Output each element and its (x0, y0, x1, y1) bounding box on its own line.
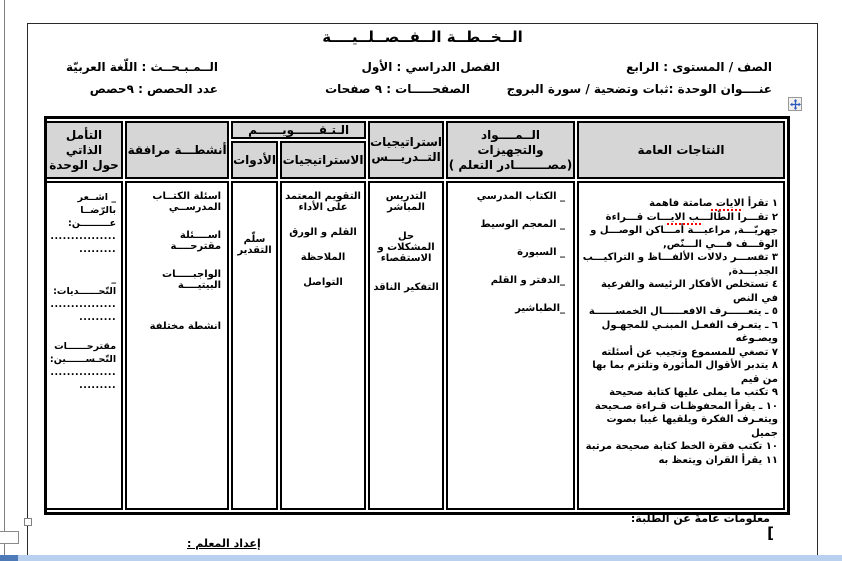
semester-plan-table: النتاجات العامة ١ تقرأ الايات صامتة فاهم… (44, 116, 790, 515)
cell-evaluation-tools: سلّم التقدير (231, 181, 278, 510)
outcome-line: ١٠ ـ يقرأ المحفوظـات قـراءة صـحيحة ويتعـ… (594, 400, 778, 439)
column-teaching-strategies: استراتيجيات التــدريـــس التدريس المباشر… (368, 121, 444, 510)
header-activities: أنشطـــة مرافقة (125, 121, 230, 179)
outcome-line: ٨ يتدبر الأقوال المأثورة وتلتزم بما بها … (592, 360, 778, 385)
field-lessons-count: عدد الحصص : ٩حصص (89, 82, 218, 96)
spellcheck-squiggle (667, 223, 703, 225)
reflection-line: عـــــــــن: (68, 218, 117, 229)
text-boundary-left (27, 23, 28, 556)
activity-item: الواجبـــــات البيتيــــة (162, 269, 222, 291)
outcome-line: ٩ تكتب ما يملى عليها كتابة صحيحة (609, 387, 778, 398)
bottom-scrollbar-strip[interactable] (0, 555, 842, 561)
header-self-reflection: التأمل الذاتي حول الوحدة (44, 121, 124, 179)
header-evaluation: الـتـقــــــويــــــم (231, 121, 367, 139)
outcome-line: ١٠ تكتب فقرة الخط كتابة صحيحة مرتبة (585, 441, 778, 452)
outcome-line: ٤ تستخلص الأفكار الرئيسة والفرعية في الن… (600, 279, 778, 304)
outcome-line: ٢ تقـــرا الطّالـــب الايـــات قـــراءة … (590, 211, 778, 250)
spellcheck-squiggle (711, 209, 741, 211)
cell-activities: اسئلة الكتــاب المدرســي اســــئلة مقترح… (125, 181, 230, 510)
reflection-dotted-line: ................ (50, 367, 117, 378)
cell-evaluation-strategies: التقويم المعتمد على الأداء القلم و الورق… (279, 181, 367, 510)
table-move-handle[interactable] (788, 97, 802, 111)
move-arrows-icon (789, 95, 801, 114)
outcome-line: ٦ ـ يتعـرف الفعـل المبنـي للمجهـول ويصـو… (601, 319, 778, 345)
scrollbar-corner-box (0, 531, 19, 544)
reflection-dotted-line: ......... (79, 244, 117, 255)
header-teaching-strategies: استراتيجيات التــدريـــس (368, 121, 444, 179)
table-resize-handle[interactable] (24, 518, 32, 526)
page-left-edge-line (4, 0, 5, 556)
evaluation-strategy-item: القلم و الورق (289, 227, 357, 238)
field-semester: الفصل الدراسي : الأول (361, 60, 500, 74)
subcolumn-evaluation-strategies: الاستراتيجيات التقويم المعتمد على الأداء… (279, 141, 367, 510)
text-boundary-right (817, 23, 818, 556)
material-item: _الطباشير (515, 303, 565, 314)
material-item: _الدفتر و القلم (490, 275, 565, 286)
field-unit-title: عنــــوان الوحدة :ثبات وتضحية / سورة الب… (506, 82, 772, 96)
material-item: _ الكتاب المدرسي (476, 191, 565, 202)
bottom-scrollbar-button[interactable] (0, 555, 18, 561)
field-grade-level: الصف / المستوى : الرابع (626, 60, 772, 74)
subcolumn-evaluation-tools: الأدوات سلّم التقدير (231, 141, 278, 510)
column-self-reflection: التأمل الذاتي حول الوحدة _ اشــعر بالرّض… (44, 121, 124, 510)
reflection-dotted-line: ................ (50, 299, 117, 310)
field-pages-count: الصفحـــــات : ٩ صفحات (325, 82, 470, 96)
activity-item: اسئلة الكتــاب المدرســي (152, 191, 222, 213)
field-subject: الــمـبـحــث : اللّغة العربيّة (66, 60, 218, 74)
reflection-line: مقترحــــــات (54, 341, 117, 352)
text-boundary-top (27, 23, 818, 24)
evaluation-strategy-item: التقويم المعتمد على الأداء (285, 191, 361, 213)
header-materials: الــمــــواد والتجهيزات (مصــــــــادر ا… (446, 121, 575, 179)
activity-item: انشطة مختلفة (149, 321, 222, 332)
reflection-line: التّحـســــــين: (49, 354, 117, 365)
cell-general-outcomes: ١ تقرأ الايات صامتة فاهمة ٢ تقـــرا الطّ… (577, 181, 785, 510)
document-title: الــخــطــة الــفــصــلــيــــة (322, 28, 523, 46)
reflection-dotted-line: ................ (50, 231, 117, 242)
reflection-line: _ التّحــــــديات: (53, 273, 117, 297)
evaluation-strategy-item: التواصل (303, 277, 343, 288)
column-evaluation: الـتـقــــــويــــــم الاستراتيجيات التق… (231, 121, 367, 510)
outcome-line: ٥ ـ يتعــــــرف الافعــــــال الخمســـــ… (588, 306, 778, 317)
outcome-line: ٧ تصغي للمسموع وتجيب عن أسئلته (601, 346, 778, 358)
outcome-line: ٣ تفســـر دلالات الألفـــاظ و التراكيـــ… (582, 252, 778, 277)
teaching-strategy-item: حل المشكلات و الاستقصاء (377, 231, 435, 264)
teacher-preparation-label: إعداد المعلم : (187, 537, 261, 550)
column-general-outcomes: النتاجات العامة ١ تقرأ الايات صامتة فاهم… (577, 121, 785, 510)
material-item: _ المعجم الوسيط (480, 219, 565, 230)
activity-item: اســــئلة مقترحــــة (170, 230, 222, 252)
reflection-line: _ اشــعر بالرّضــا (77, 192, 117, 216)
teaching-strategy-item: التفكير الناقد (373, 282, 439, 293)
students-general-info-label: معلومات عامةً عن الطلبة: (630, 512, 770, 525)
header-evaluation-strategies: الاستراتيجيات (279, 141, 367, 179)
evaluation-subcolumns: الاستراتيجيات التقويم المعتمد على الأداء… (231, 141, 367, 510)
header-evaluation-tools: الأدوات (231, 141, 278, 179)
cell-self-reflection: _ اشــعر بالرّضــا عـــــــــن: ........… (44, 181, 124, 510)
column-materials: الــمــــواد والتجهيزات (مصــــــــادر ا… (446, 121, 575, 510)
cell-materials: _ الكتاب المدرسي _ المعجم الوسيط _ السبو… (446, 181, 575, 510)
teaching-strategy-item: التدريس المباشر (385, 191, 427, 213)
evaluation-strategy-item: الملاحظة (300, 252, 346, 263)
reflection-dotted-line: ......... (79, 380, 117, 391)
cell-teaching-strategies: التدريس المباشر حل المشكلات و الاستقصاء … (368, 181, 444, 510)
header-general-outcomes: النتاجات العامة (577, 121, 785, 179)
text-cursor-bracket: ] (767, 524, 774, 542)
outcome-line: ١١ يقرأ القران ويتعظ به (658, 454, 778, 466)
material-item: _ السبورة (517, 247, 565, 258)
column-activities: أنشطـــة مرافقة اسئلة الكتــاب المدرســي… (125, 121, 230, 510)
reflection-dotted-line: ......... (79, 312, 117, 323)
outcome-line: ١ تقرأ الايات صامتة فاهمة (649, 198, 778, 209)
evaluation-tool-item: سلّم التقدير (237, 234, 272, 256)
